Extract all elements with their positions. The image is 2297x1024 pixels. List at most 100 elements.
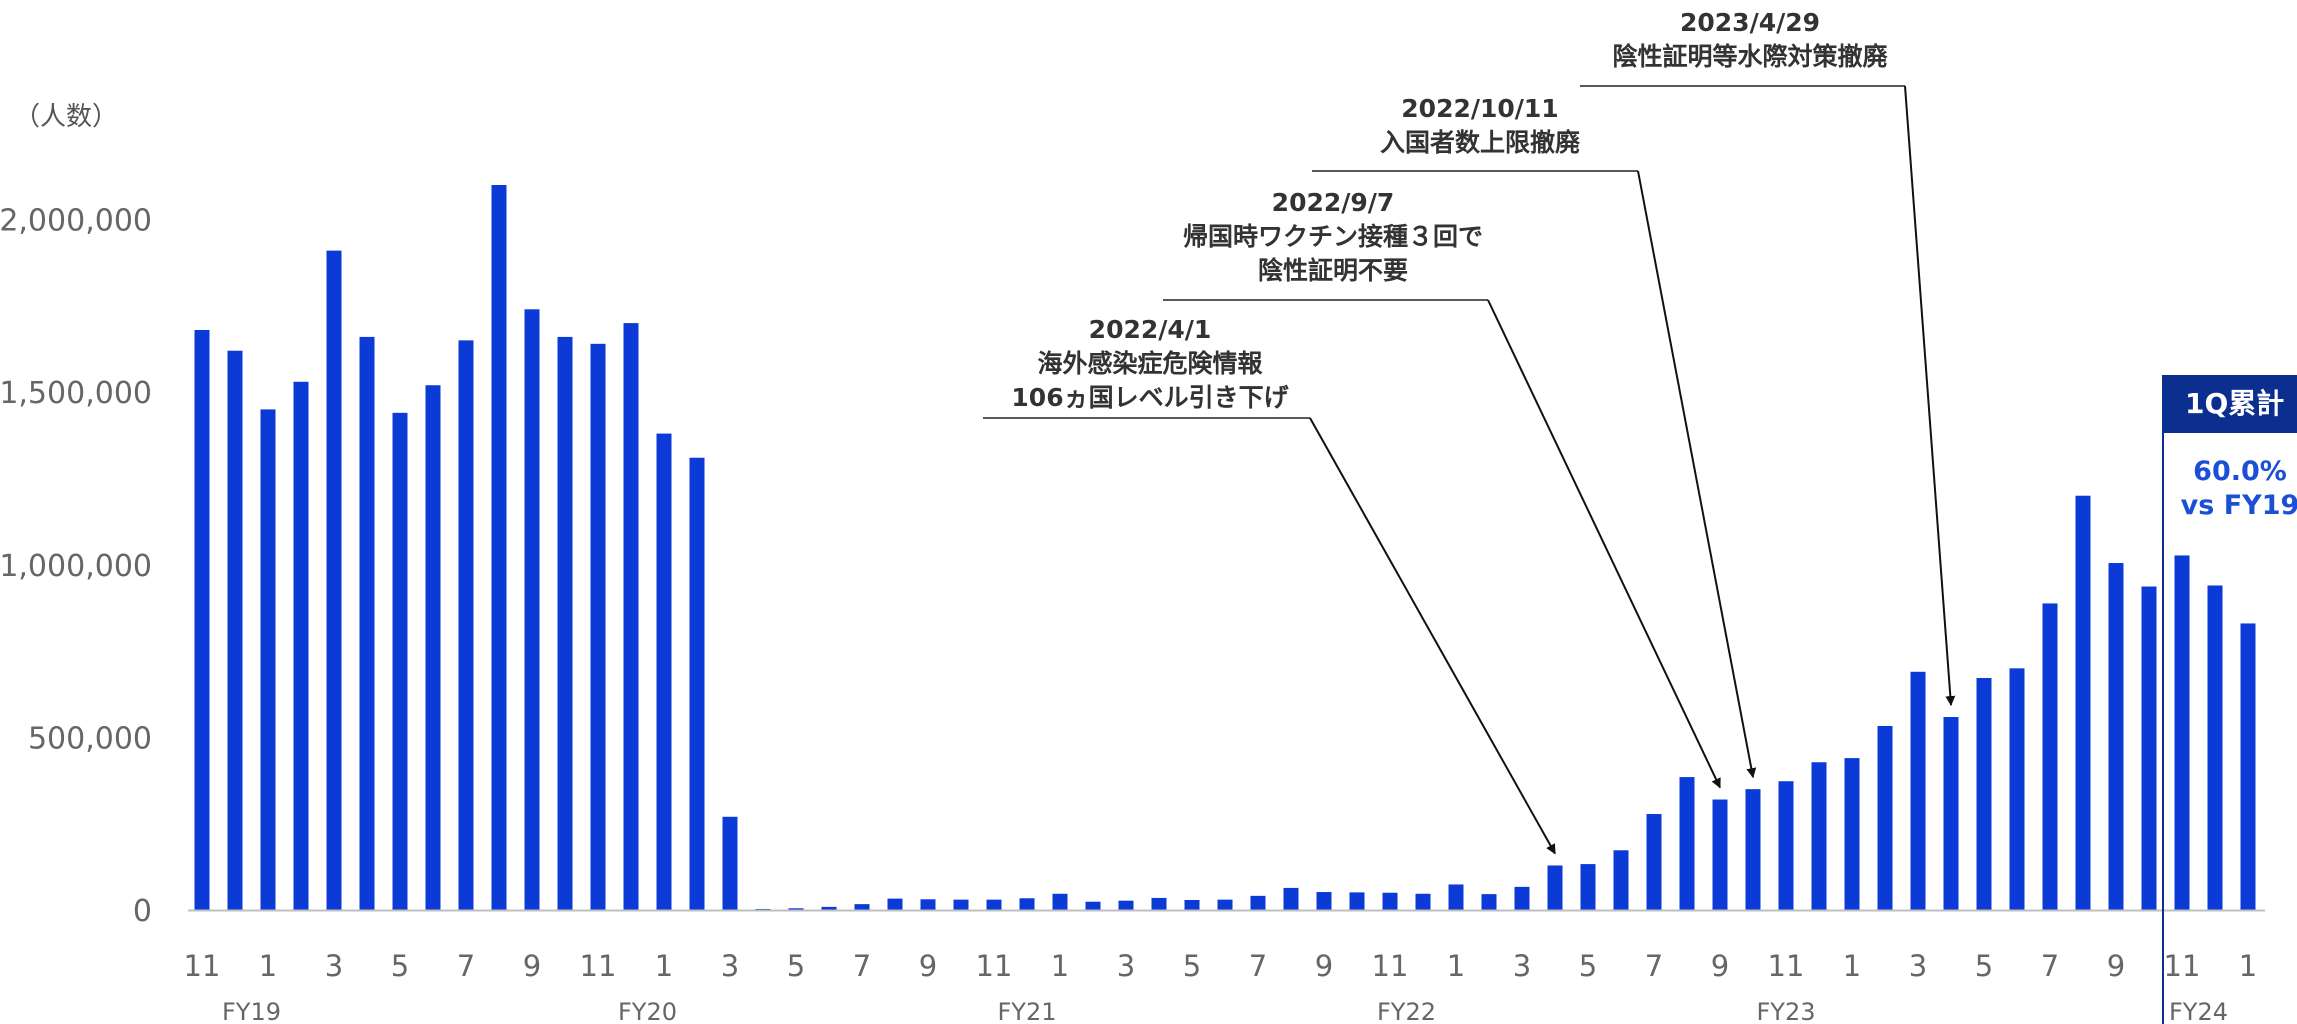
bar — [623, 323, 639, 911]
bar — [1976, 678, 1992, 910]
bar — [1943, 717, 1959, 910]
x-tick-label: 5 — [391, 949, 409, 983]
bar — [854, 904, 870, 910]
x-tick-label: 1 — [655, 949, 673, 983]
y-axis: 0 500,000 1,000,000 1,500,000 2,000,000 — [0, 204, 152, 929]
bar — [953, 899, 969, 910]
quarter-summary-rate: 60.0% vs FY19 — [2175, 455, 2297, 523]
annotation-2022-9-7: 2022/9/7 帰国時ワクチン接種３回で 陰性証明不要 — [1163, 186, 1503, 288]
x-tick-label: 11 — [580, 949, 617, 983]
bar — [2174, 555, 2190, 910]
x-tick-label: 3 — [1909, 949, 1927, 983]
bar — [1712, 799, 1728, 910]
bar — [1085, 901, 1101, 910]
x-tick-label: 1 — [1843, 949, 1861, 983]
x-tick-label: 11 — [1768, 949, 1805, 983]
y-tick-label: 1,000,000 — [0, 549, 152, 584]
bar — [1283, 887, 1299, 910]
bar — [524, 309, 540, 910]
y-tick-label: 500,000 — [28, 721, 152, 756]
bar — [1118, 900, 1134, 910]
x-tick-label: 9 — [523, 949, 541, 983]
x-tick-label: 7 — [1645, 949, 1663, 983]
x-tick-label: 9 — [1315, 949, 1333, 983]
bar — [1481, 894, 1497, 910]
callout-arrow — [1309, 417, 1556, 855]
bar — [986, 899, 1002, 910]
bar — [2240, 623, 2256, 910]
x-tick-label: 9 — [919, 949, 937, 983]
callout-arrow — [1904, 85, 1956, 707]
annotation-2022-10-11: 2022/10/11 入国者数上限撤廃 — [1330, 92, 1630, 160]
bar — [2108, 563, 2124, 910]
annotation-date: 2022/9/7 — [1271, 188, 1395, 217]
bar — [1052, 893, 1068, 910]
x-tick-label: 3 — [1513, 949, 1531, 983]
y-tick-label: 0 — [133, 894, 152, 929]
fiscal-year-label: FY24 — [2169, 998, 2228, 1024]
fiscal-year-label: FY19 — [222, 998, 281, 1024]
bar — [656, 433, 672, 910]
callout-arrow — [1487, 299, 1721, 789]
y-tick-label: 2,000,000 — [0, 204, 152, 239]
bar — [1415, 893, 1431, 910]
summary-rate-comparison: vs FY19 — [2180, 490, 2297, 521]
bar — [1580, 864, 1596, 910]
x-tick-label: 11 — [2164, 949, 2201, 983]
bar — [2207, 585, 2223, 910]
x-tick-label: 7 — [457, 949, 475, 983]
bar — [1514, 886, 1530, 910]
x-tick-label: 5 — [1975, 949, 1993, 983]
bar — [557, 336, 573, 910]
fiscal-year-label: FY23 — [1756, 998, 1815, 1024]
bar — [2075, 495, 2091, 910]
bar — [2141, 586, 2157, 910]
annotation-callouts — [983, 85, 1956, 855]
fiscal-year-label: FY22 — [1377, 998, 1436, 1024]
bar — [458, 340, 474, 910]
annotation-date: 2023/4/29 — [1679, 8, 1821, 37]
bar — [590, 343, 606, 910]
bar — [1382, 892, 1398, 910]
bar — [1877, 725, 1893, 910]
bar-series — [194, 185, 2256, 911]
annotation-2022-4-1: 2022/4/1 海外感染症危険情報 106ヵ国レベル引き下げ — [985, 313, 1315, 415]
annotation-text: 帰国時ワクチン接種３回で — [1182, 222, 1483, 251]
bar — [1844, 758, 1860, 910]
callout-arrow — [1637, 170, 1757, 779]
x-tick-label: 5 — [1579, 949, 1597, 983]
bar — [326, 250, 342, 911]
x-tick-label: 1 — [259, 949, 277, 983]
bar — [788, 908, 804, 910]
x-tick-label: 9 — [2107, 949, 2125, 983]
bar — [293, 381, 309, 910]
bar — [359, 336, 375, 910]
bar — [260, 409, 276, 910]
bar — [887, 898, 903, 910]
bar — [2009, 668, 2025, 910]
bar — [194, 330, 210, 910]
y-axis-unit-label: （人数） — [14, 102, 119, 132]
bar — [689, 457, 705, 910]
x-tick-label: 5 — [1183, 949, 1201, 983]
bar — [227, 350, 243, 910]
fiscal-year-label: FY20 — [618, 998, 677, 1024]
annotation-text: 陰性証明等水際対策撤廃 — [1612, 42, 1888, 71]
bar — [1778, 781, 1794, 910]
x-tick-label: 1 — [2239, 949, 2257, 983]
bar — [1448, 884, 1464, 910]
annotation-text: 陰性証明不要 — [1257, 256, 1408, 285]
fiscal-year-label: FY21 — [997, 998, 1056, 1024]
fiscal-year-labels: FY19 FY20 FY21 FY22 FY23 FY24 — [222, 998, 2228, 1024]
quarter-summary-title: 1Q累計 — [2163, 375, 2297, 433]
annotation-date: 2022/4/1 — [1088, 315, 1212, 344]
x-tick-label: 7 — [1249, 949, 1267, 983]
x-tick-label: 7 — [2041, 949, 2059, 983]
bar — [920, 899, 936, 910]
x-tick-label: 7 — [853, 949, 871, 983]
annotation-text: 入国者数上限撤廃 — [1379, 128, 1580, 157]
bar — [1217, 899, 1233, 910]
annotation-2023-4-29: 2023/4/29 陰性証明等水際対策撤廃 — [1575, 6, 1925, 74]
summary-rate-value: 60.0% — [2193, 456, 2287, 487]
